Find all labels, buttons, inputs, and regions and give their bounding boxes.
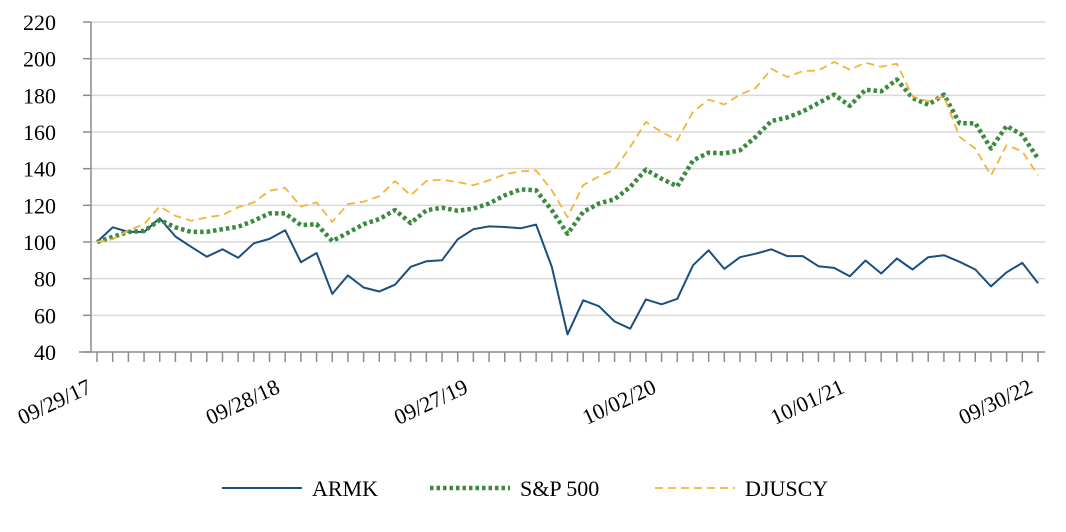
series-lines: [96, 61, 1040, 336]
y-tick-label: 60: [34, 303, 56, 328]
x-axis-labels: 09/29/17 09/28/18 09/27/19 10/02/20 10/01/21…: [14, 374, 1036, 430]
series-line-armk: [96, 217, 1039, 336]
legend: ARMK S&P 500 DJUSCY: [222, 476, 828, 501]
legend-label: DJUSCY: [745, 476, 828, 501]
y-tick-label: 180: [23, 83, 56, 108]
gridlines: [91, 21, 1045, 317]
y-tick-label: 220: [23, 10, 56, 35]
legend-label: ARMK: [312, 476, 378, 501]
y-tick-label: 80: [34, 267, 56, 292]
x-tick-label: 09/30/22: [955, 374, 1036, 430]
x-tick-label: 10/02/20: [578, 374, 659, 430]
series-line-djuscy: [96, 61, 1039, 243]
y-axis-labels: 40 60 80 100 120 140 160 180 200 220: [23, 10, 56, 365]
y-tick-label: 140: [23, 157, 56, 182]
y-tick-label: 160: [23, 120, 56, 145]
x-tick-label: 09/29/17: [14, 374, 95, 430]
y-tick-label: 120: [23, 193, 56, 218]
y-tick-label: 200: [23, 47, 56, 72]
series-line-s-p-500: [96, 77, 1040, 245]
x-tick-label: 10/01/21: [766, 374, 847, 430]
x-tick-label: 09/27/19: [390, 374, 471, 430]
y-tick-label: 40: [34, 340, 56, 365]
axes: [79, 21, 1045, 362]
y-tick-label: 100: [23, 230, 56, 255]
x-tick-label: 09/28/18: [202, 374, 283, 430]
legend-label: S&P 500: [520, 476, 599, 501]
